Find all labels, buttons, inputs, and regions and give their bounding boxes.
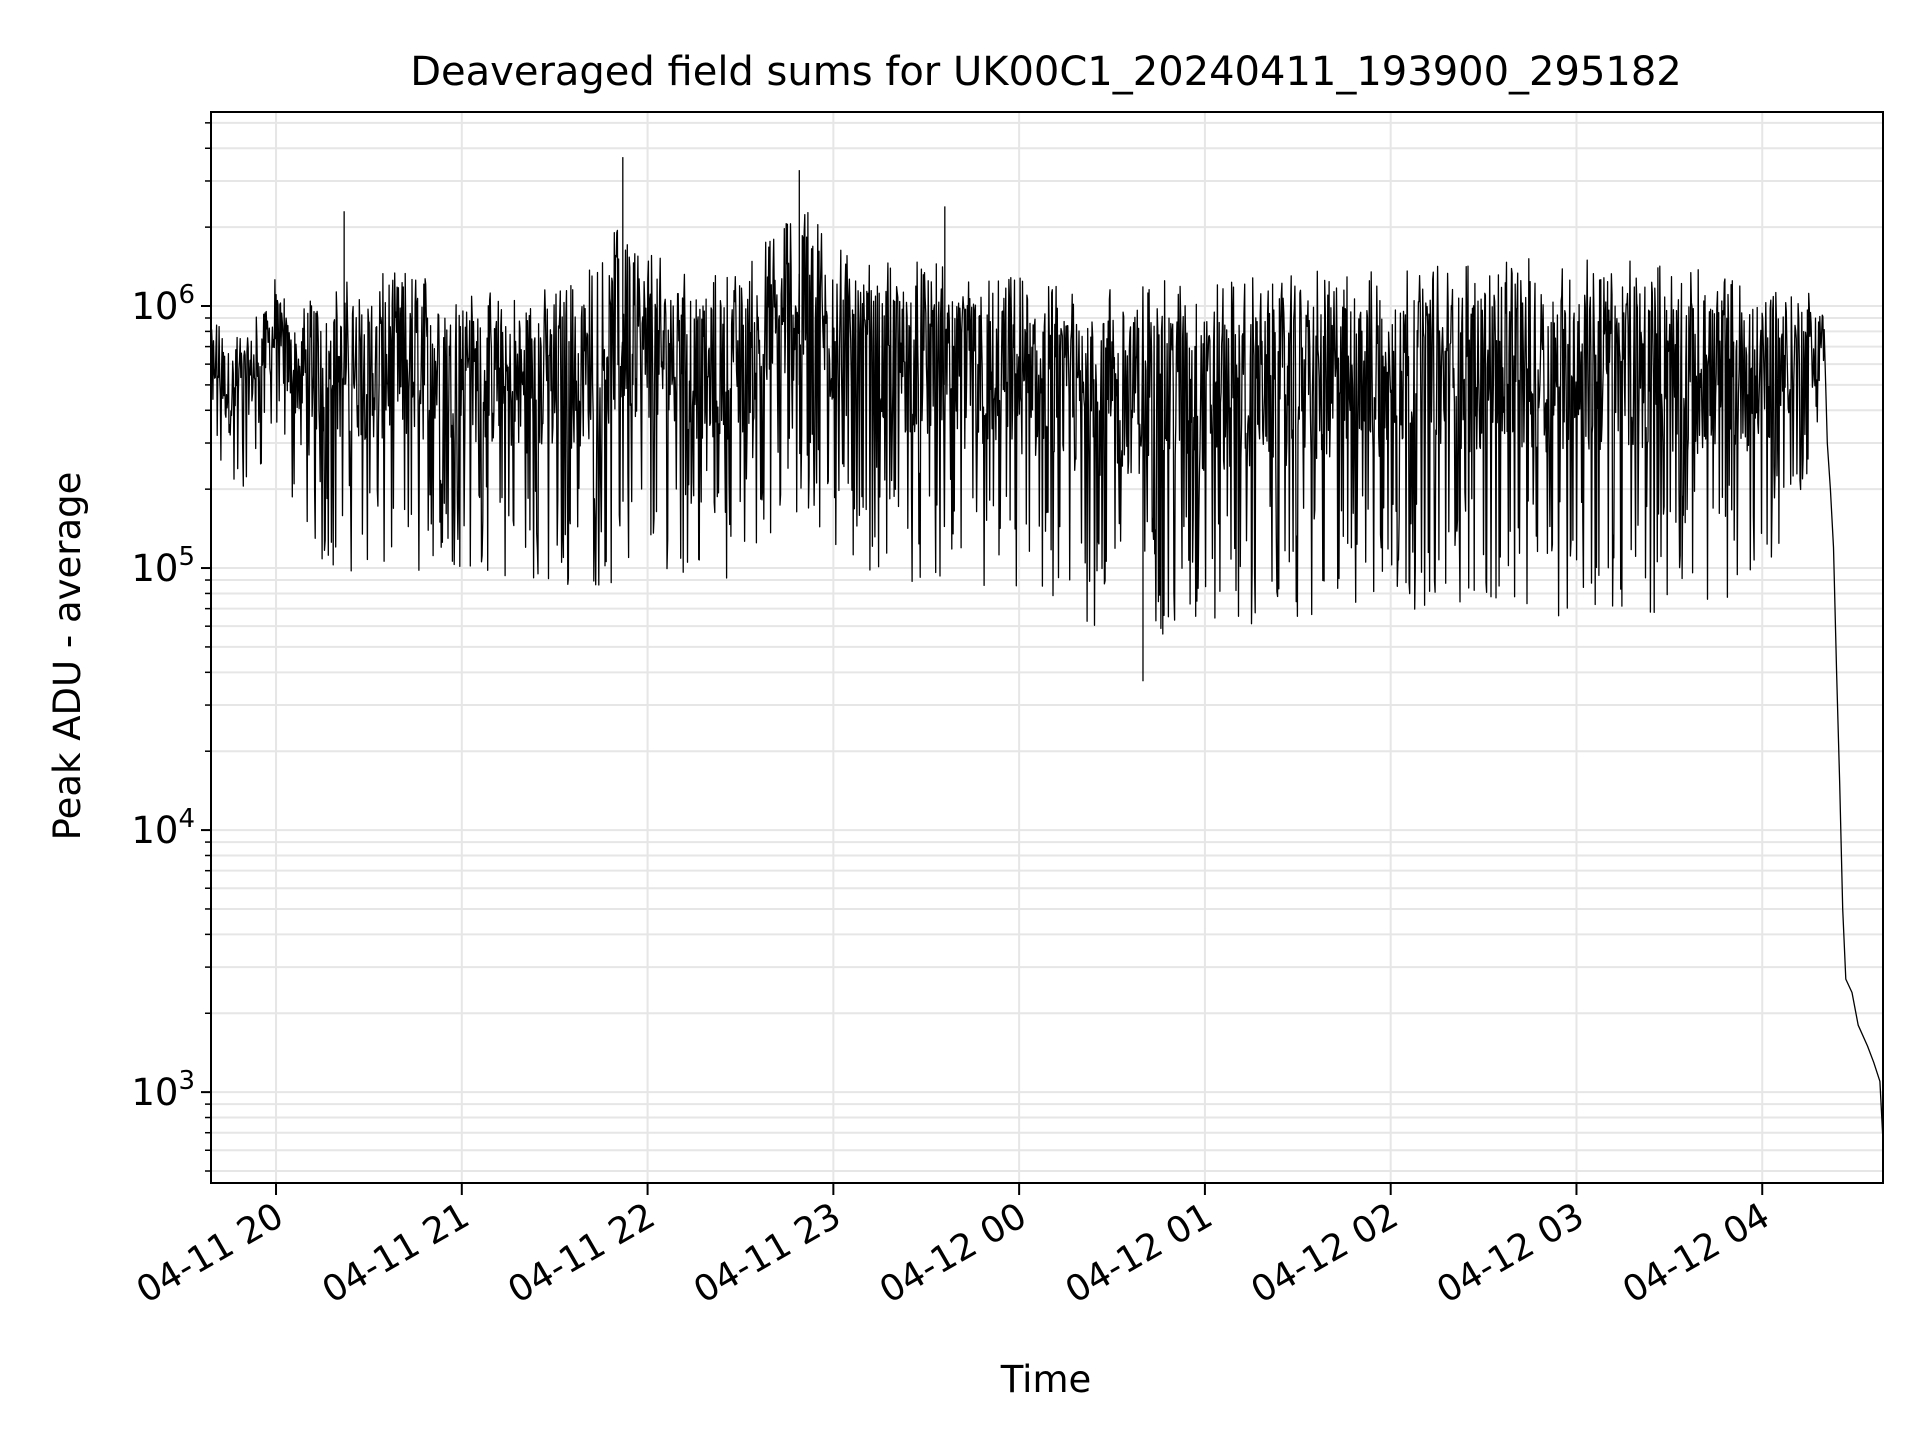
series-layer	[210, 157, 1884, 1142]
y-tick-label-exponent: 6	[178, 280, 195, 310]
y-tick-label: 103	[131, 1066, 195, 1114]
y-tick-label: 105	[131, 542, 195, 590]
y-tick-label-base: 10	[131, 285, 178, 328]
y-tick-label: 106	[131, 280, 195, 328]
chart-title: Deaveraged field sums for UK00C1_2024041…	[410, 49, 1681, 95]
y-axis-label: Peak ADU - average	[46, 472, 89, 841]
grid-major	[211, 112, 1883, 1183]
y-tick-label: 104	[131, 804, 195, 852]
y-tick-label-base: 10	[131, 809, 178, 852]
y-tick-label-base: 10	[131, 1071, 178, 1114]
series-line	[210, 211, 1884, 1142]
y-tick-label-exponent: 5	[178, 542, 195, 572]
x-axis-label: Time	[1000, 1358, 1092, 1401]
y-tick-label-exponent: 4	[178, 804, 195, 834]
y-tick-label-base: 10	[131, 547, 178, 590]
y-tick-label-exponent: 3	[178, 1066, 195, 1096]
